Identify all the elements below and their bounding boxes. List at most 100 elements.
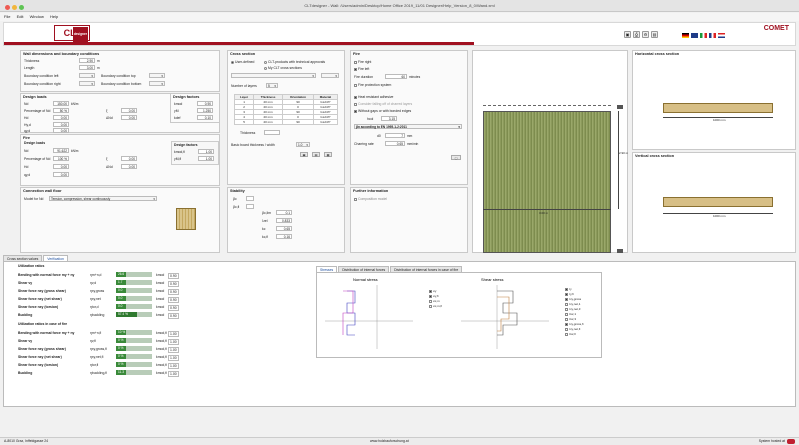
product-variant-select[interactable] bbox=[321, 73, 339, 78]
utilization-symbol: ηbuckling bbox=[90, 313, 105, 317]
tab-internal-forces[interactable]: Distribution of internal forces bbox=[338, 266, 390, 272]
stab-field-1[interactable] bbox=[246, 196, 254, 201]
menu-help[interactable]: Help bbox=[49, 14, 59, 19]
bc-bottom-select[interactable] bbox=[149, 81, 165, 86]
kmod-fi-field[interactable]: 1.00 bbox=[198, 149, 214, 154]
legend-item[interactable]: τxy,gross,fi bbox=[565, 322, 583, 327]
stab-field-2[interactable] bbox=[246, 204, 254, 209]
duration-field[interactable]: 60 bbox=[385, 74, 407, 79]
fire-nd-field[interactable]: 91.622 bbox=[53, 148, 69, 153]
bc-top-label: Boundary condition top bbox=[101, 74, 136, 78]
radio-products[interactable]: CLT-products with technical approvals bbox=[264, 60, 325, 64]
tab-internal-forces-fire[interactable]: Distribution of internal forces in case … bbox=[390, 266, 463, 272]
connection-select[interactable]: Tension, compression, shear continuously bbox=[49, 196, 157, 201]
product-select[interactable] bbox=[231, 73, 316, 78]
further-info-panel: Further information Composition model bbox=[350, 187, 468, 253]
fire-reset-button[interactable]: ▢ bbox=[451, 155, 461, 160]
bc-top-select[interactable] bbox=[149, 73, 165, 78]
legend-item[interactable]: τy,fi bbox=[565, 292, 583, 297]
export-icon[interactable]: ▤ bbox=[651, 31, 658, 38]
close-icon[interactable] bbox=[5, 5, 10, 10]
menu-file[interactable]: File bbox=[4, 14, 11, 19]
bc-left-label: Boundary condition left bbox=[24, 74, 59, 78]
table-row[interactable]: 3 20 mm 90 GL24h* bbox=[233, 109, 339, 115]
hcol-field[interactable]: 3.15 bbox=[381, 116, 397, 121]
thickness-field[interactable]: 2.90 bbox=[79, 58, 95, 63]
print-icon[interactable]: ⎙ bbox=[633, 31, 640, 38]
tab-stresses[interactable]: Stresses bbox=[316, 266, 338, 272]
gamma-fi-field[interactable]: 1.00 bbox=[198, 156, 214, 161]
legend-item[interactable]: σx,m,fi bbox=[429, 304, 442, 309]
length-field[interactable]: 3.00 bbox=[79, 65, 95, 70]
adhesive-check[interactable]: Heat resistant adhesive bbox=[354, 95, 393, 99]
edit-layer-button[interactable]: ▦ bbox=[324, 152, 332, 157]
save-icon[interactable]: ▣ bbox=[624, 31, 631, 38]
legend-item[interactable]: τxy,net,3 bbox=[565, 307, 583, 312]
legend-item[interactable]: τy bbox=[565, 287, 583, 292]
protection-check[interactable]: Fire protection system bbox=[354, 83, 391, 87]
fire-dnd-field[interactable]: 0.00 bbox=[121, 164, 137, 169]
fire-left-check[interactable]: Fire left bbox=[354, 67, 369, 71]
flag-en-icon[interactable] bbox=[691, 32, 698, 38]
fire-pct-field[interactable]: 100 % bbox=[53, 156, 69, 161]
bc-left-select[interactable] bbox=[79, 73, 95, 78]
add-layer-button[interactable]: ▣ bbox=[300, 152, 308, 157]
fire-xi-field[interactable]: 0.00 bbox=[121, 156, 137, 161]
table-row[interactable]: 5 20 mm 90 GL24h* bbox=[233, 119, 339, 125]
legend-item[interactable]: τxy,net,fi bbox=[565, 327, 583, 332]
shear-stress-line bbox=[497, 290, 518, 336]
bc-right-select[interactable] bbox=[79, 81, 95, 86]
maximize-icon[interactable] bbox=[19, 5, 24, 10]
utilization-label: Bending with normal force my + ny bbox=[18, 273, 75, 277]
tab-verification[interactable]: Verification bbox=[43, 255, 68, 261]
kmod-value: 1.00 bbox=[168, 355, 179, 361]
connection-illustration bbox=[176, 208, 196, 230]
legend-item[interactable]: τxy,gross bbox=[565, 297, 583, 302]
gaps-check[interactable]: Without gaps or with bonded edges bbox=[354, 109, 411, 113]
consider-check[interactable]: Consider falling off of charred layers bbox=[354, 102, 412, 106]
xi-field[interactable]: 0.00 bbox=[121, 108, 137, 113]
status-url[interactable]: www.holzbauforschung.at bbox=[370, 439, 409, 443]
hyd-field[interactable]: 0.00 bbox=[53, 122, 69, 127]
flag-de-icon[interactable] bbox=[682, 32, 689, 38]
tab-cross-section-values[interactable]: Cross section values bbox=[3, 255, 43, 261]
legend-label: τxy,gross,fi bbox=[569, 322, 584, 326]
composition-check[interactable]: Composition model bbox=[354, 197, 387, 201]
pct-nd-field[interactable]: 50 % bbox=[53, 108, 69, 113]
legend-item[interactable]: τtor,1 bbox=[565, 312, 583, 317]
minimize-icon[interactable] bbox=[12, 5, 17, 10]
legend-item[interactable]: τtor,3 bbox=[565, 317, 583, 322]
qyd-field[interactable]: 0.00 bbox=[53, 128, 69, 133]
menu-window[interactable]: Window bbox=[29, 14, 44, 19]
legend-item[interactable]: σy,fi bbox=[429, 294, 442, 299]
base-select[interactable]: 1.0 bbox=[296, 142, 310, 147]
utilization-label: Shear force nxy (net shear) bbox=[18, 355, 62, 359]
norm-select[interactable]: βn according to EN 1995-1-2:2011 bbox=[354, 124, 462, 129]
radio-user[interactable]: User-defined bbox=[231, 60, 254, 64]
utilization-track bbox=[116, 346, 152, 351]
kdef-field[interactable]: 0.10 bbox=[197, 115, 213, 120]
dnd-field[interactable]: 0.00 bbox=[121, 115, 137, 120]
nd-field[interactable]: 150.00 bbox=[53, 101, 69, 106]
menu-edit[interactable]: Edit bbox=[16, 14, 24, 19]
d0-field[interactable]: 7 bbox=[385, 133, 405, 138]
flag-nl-icon[interactable] bbox=[718, 32, 725, 38]
legend-item[interactable]: τtor,fi bbox=[565, 332, 583, 337]
fire-qyd-field[interactable]: 0.00 bbox=[53, 172, 69, 177]
legend-item[interactable]: σx,m bbox=[429, 299, 442, 304]
window-controls[interactable] bbox=[5, 3, 26, 15]
fire-right-check[interactable]: Fire right bbox=[354, 60, 371, 64]
hd-field[interactable]: 0.00 bbox=[53, 115, 69, 120]
kmod-field[interactable]: 0.90 bbox=[197, 101, 213, 106]
flag-fr-icon[interactable] bbox=[709, 32, 716, 38]
flag-it-icon[interactable] bbox=[700, 32, 707, 38]
legend-item[interactable]: τxy,net,1 bbox=[565, 302, 583, 307]
radio-mine[interactable]: My CLT cross sections bbox=[264, 66, 302, 70]
gamma-field[interactable]: 1.250 bbox=[197, 108, 213, 113]
fire-hd-field[interactable]: 0.00 bbox=[53, 164, 69, 169]
charring-field[interactable]: 0.65 bbox=[385, 141, 405, 146]
settings-icon[interactable]: ⚙ bbox=[642, 31, 649, 38]
layers-select[interactable]: 5 bbox=[266, 83, 278, 88]
legend-item[interactable]: σy bbox=[429, 289, 442, 294]
remove-layer-button[interactable]: ▤ bbox=[312, 152, 320, 157]
